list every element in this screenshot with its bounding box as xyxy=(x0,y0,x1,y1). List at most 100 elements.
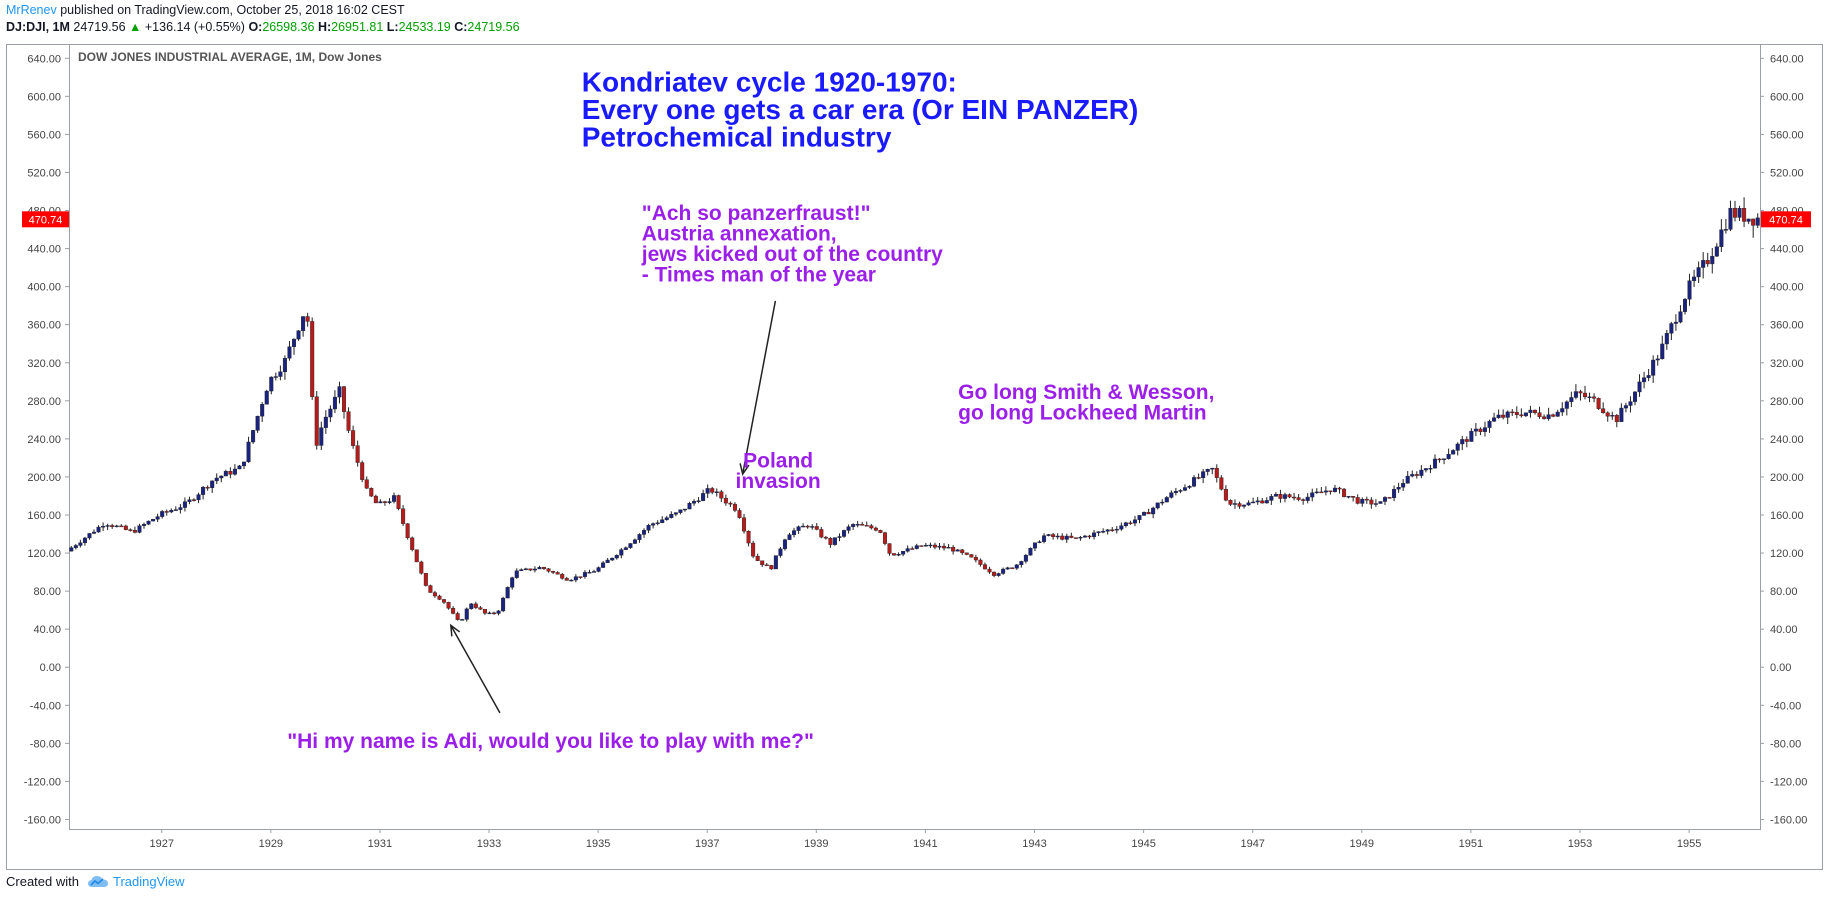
y-tick-left-label-6: 400.00 xyxy=(27,282,61,294)
candle-body-31 xyxy=(210,480,215,488)
candle-body-231 xyxy=(1119,525,1124,530)
candle-body-273 xyxy=(1310,492,1315,498)
candle-body-115 xyxy=(592,571,597,573)
candle-body-167 xyxy=(828,538,833,545)
y-tick-left-label-18: -80.00 xyxy=(30,738,61,750)
annotation-arrows xyxy=(449,300,777,714)
candle-body-315 xyxy=(1501,414,1506,418)
candle-body-205 xyxy=(1001,568,1006,574)
candle-body-319 xyxy=(1519,414,1524,417)
candle-body-160 xyxy=(796,526,801,531)
change: +136.14 (+0.55%) xyxy=(144,20,245,34)
y-tick-left-label-7: 360.00 xyxy=(27,320,61,332)
candle-body-8 xyxy=(105,525,110,527)
candle-body-28 xyxy=(196,494,201,501)
candle-body-76 xyxy=(414,549,419,563)
candle-body-207 xyxy=(1010,567,1015,569)
candle-body-301 xyxy=(1437,458,1442,461)
y-tick-right-label-16: 0.00 xyxy=(1770,662,1791,674)
y-tick-right-label-2: 560.00 xyxy=(1770,129,1804,141)
candle-body-271 xyxy=(1301,499,1306,501)
candle-body-261 xyxy=(1255,500,1260,503)
tradingview-brand-link[interactable]: TradingView xyxy=(87,874,185,889)
candle-body-282 xyxy=(1351,496,1356,498)
candle-body-202 xyxy=(987,568,992,573)
candle-body-210 xyxy=(1023,554,1028,562)
candle-body-208 xyxy=(1014,564,1019,569)
candle-body-212 xyxy=(1032,542,1037,549)
candle-body-176 xyxy=(869,525,874,529)
annotation-panzer-line-3: - Times man of the year xyxy=(642,264,876,287)
candle-body-224 xyxy=(1087,535,1092,538)
candle-body-179 xyxy=(882,532,887,544)
annotation-adi-line-0: "Hi my name is Adi, would you like to pl… xyxy=(287,730,814,753)
candle-body-66 xyxy=(369,487,374,497)
y-tick-left-label-13: 120.00 xyxy=(27,548,61,560)
candle-body-194 xyxy=(951,547,956,552)
x-axis: 1927 1929 1931 1933 1935 1937 1939 1941 1943 1945… xyxy=(149,829,1701,850)
annotation-poland-line-0: Poland xyxy=(743,449,813,472)
candle-body-61 xyxy=(346,411,351,431)
candle-body-352 xyxy=(1669,323,1674,334)
candle-body-267 xyxy=(1282,494,1287,499)
candle-body-7 xyxy=(101,526,106,528)
candle-body-357 xyxy=(1692,276,1697,281)
candle-body-302 xyxy=(1442,458,1447,460)
candle-body-310 xyxy=(1478,428,1483,432)
candle-body-327 xyxy=(1555,411,1560,417)
y-tick-right-label-7: 360.00 xyxy=(1770,320,1804,332)
candle-body-40 xyxy=(251,430,256,443)
y-tick-right-label-6: 400.00 xyxy=(1770,282,1804,294)
candle-body-38 xyxy=(242,461,247,467)
price-chart[interactable]: DOW JONES INDUSTRIAL AVERAGE, 1M, Dow Jo… xyxy=(6,44,1823,870)
candle-body-308 xyxy=(1469,430,1474,442)
x-tick-label-5: 1937 xyxy=(695,838,719,850)
arrow-shaft-0 xyxy=(741,300,777,475)
candle-body-174 xyxy=(860,524,865,526)
candle-body-292 xyxy=(1396,487,1401,490)
candle-body-106 xyxy=(551,571,556,573)
candle-body-154 xyxy=(769,565,774,570)
candle-body-211 xyxy=(1028,547,1033,556)
candle-body-219 xyxy=(1064,535,1069,540)
candle-body-117 xyxy=(601,562,606,568)
candle-body-62 xyxy=(351,430,356,446)
chart-container[interactable]: DOW JONES INDUSTRIAL AVERAGE, 1M, Dow Jo… xyxy=(6,44,1823,870)
candle-body-98 xyxy=(514,570,519,578)
candle-body-172 xyxy=(851,524,856,527)
candle-body-284 xyxy=(1360,498,1365,504)
candle-body-276 xyxy=(1323,490,1328,493)
candle-body-9 xyxy=(110,525,115,527)
candle-body-150 xyxy=(751,542,756,557)
candle-body-122 xyxy=(623,547,628,550)
candle-body-156 xyxy=(778,548,783,556)
candle-body-186 xyxy=(914,545,919,549)
candle-body-171 xyxy=(846,526,851,531)
arrow-shaft-1 xyxy=(450,625,501,714)
candle-body-123 xyxy=(628,543,633,548)
candle-body-367 xyxy=(1737,208,1742,218)
candle-body-200 xyxy=(978,559,983,565)
candle-body-80 xyxy=(432,592,437,597)
candle-body-343 xyxy=(1628,401,1633,406)
candle-body-283 xyxy=(1355,497,1360,504)
candle-body-227 xyxy=(1101,531,1106,533)
candle-body-49 xyxy=(292,338,297,347)
candle-body-85 xyxy=(455,613,460,620)
candle-body-103 xyxy=(537,567,542,570)
candle-body-256 xyxy=(1232,503,1237,505)
author-link[interactable]: MrRenev xyxy=(6,3,57,17)
candle-body-297 xyxy=(1419,469,1424,476)
candle-body-119 xyxy=(610,557,615,561)
y-tick-left-label-9: 280.00 xyxy=(27,396,61,408)
candle-body-215 xyxy=(1046,534,1051,536)
candle-body-138 xyxy=(696,500,701,502)
candle-body-34 xyxy=(223,471,228,477)
candle-body-93 xyxy=(492,612,497,615)
candle-body-295 xyxy=(1410,474,1415,477)
candle-body-246 xyxy=(1187,486,1192,488)
y-tick-right-label-20: -160.00 xyxy=(1770,814,1807,826)
candle-body-289 xyxy=(1382,497,1387,502)
candle-body-86 xyxy=(460,619,465,621)
candle-body-43 xyxy=(264,390,269,405)
